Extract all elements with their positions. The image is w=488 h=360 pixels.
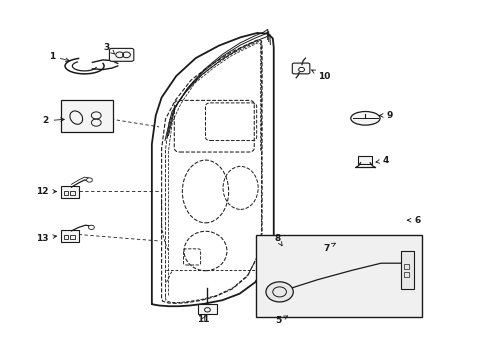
Text: 12: 12 [36,187,56,196]
Text: 5: 5 [275,316,287,325]
FancyBboxPatch shape [109,48,134,61]
FancyBboxPatch shape [198,305,216,315]
Text: 1: 1 [49,52,69,62]
FancyBboxPatch shape [61,230,79,242]
Text: 11: 11 [197,315,209,324]
Bar [70,192,75,195]
FancyBboxPatch shape [255,235,421,318]
Text: 9: 9 [379,111,392,120]
Bar [64,192,68,195]
Ellipse shape [350,112,379,125]
Bar [70,235,75,239]
Text: 8: 8 [273,234,282,246]
Bar [404,272,408,277]
FancyBboxPatch shape [292,63,309,74]
Text: 4: 4 [375,156,388,165]
FancyBboxPatch shape [61,186,79,198]
Circle shape [88,225,94,229]
FancyBboxPatch shape [400,251,413,289]
Circle shape [265,282,293,302]
Text: 13: 13 [36,234,57,243]
Text: 10: 10 [311,70,330,81]
Bar [64,235,68,239]
Text: 2: 2 [42,116,64,125]
FancyBboxPatch shape [357,156,371,164]
FancyBboxPatch shape [61,100,113,132]
Text: 6: 6 [407,216,420,225]
Circle shape [86,178,92,182]
Circle shape [298,67,304,72]
Text: 3: 3 [103,43,115,54]
Text: 7: 7 [323,243,335,253]
Bar [404,264,408,269]
